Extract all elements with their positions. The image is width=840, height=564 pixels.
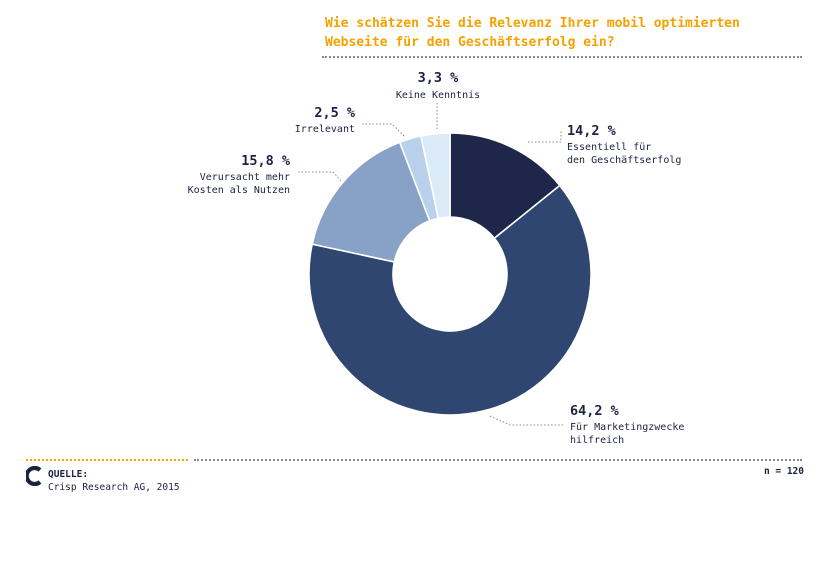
slice-percent-label: 14,2 % (567, 123, 617, 139)
slice-percent-label: 2,5 % (314, 105, 356, 121)
donut-slice-2 (311, 141, 431, 263)
slice-category-label: Essentiell für (567, 142, 651, 153)
leader-line-1 (489, 415, 563, 426)
slice-category-label: hilfreich (570, 435, 624, 446)
top-divider (322, 56, 802, 58)
source-heading: QUELLE: (48, 469, 89, 480)
donut-slice-4 (420, 132, 451, 220)
slice-percent-label: 15,8 % (241, 153, 291, 169)
donut-chart: 14,2 % Essentiell für den Geschäftserfolg 6… (188, 70, 685, 446)
bottom-divider-accent (26, 459, 188, 461)
source-text: Crisp Research AG, 2015 (48, 482, 180, 493)
bottom-divider (194, 459, 802, 461)
slice-percent-label: 3,3 % (418, 70, 460, 86)
slice-category-label: Irrelevant (295, 124, 355, 135)
sample-size: n = 120 (763, 466, 804, 477)
chart-title: Wie schätzen Sie die Relevanz Ihrer mobi… (325, 14, 795, 52)
leader-line-2 (298, 171, 343, 183)
chart-title-line-2: Webseite für den Geschäftserfolg ein? (325, 35, 615, 50)
crisp-logo-icon (26, 466, 42, 486)
donut-slice-1 (308, 184, 592, 416)
slice-percent-label: 64,2 % (570, 403, 620, 419)
slice-category-label: den Geschäftserfolg (567, 155, 681, 166)
leader-line-0 (528, 130, 562, 143)
slice-category-label: Für Marketingzwecke (570, 422, 684, 433)
chart-title-line-1: Wie schätzen Sie die Relevanz Ihrer mobi… (325, 16, 740, 31)
source-note: QUELLE: Crisp Research AG, 2015 (48, 468, 180, 494)
slice-category-label: Keine Kenntnis (396, 90, 480, 101)
leader-line-3 (362, 123, 406, 138)
slice-category-label: Kosten als Nutzen (188, 185, 290, 196)
slice-category-label: Verursacht mehr (200, 172, 290, 183)
